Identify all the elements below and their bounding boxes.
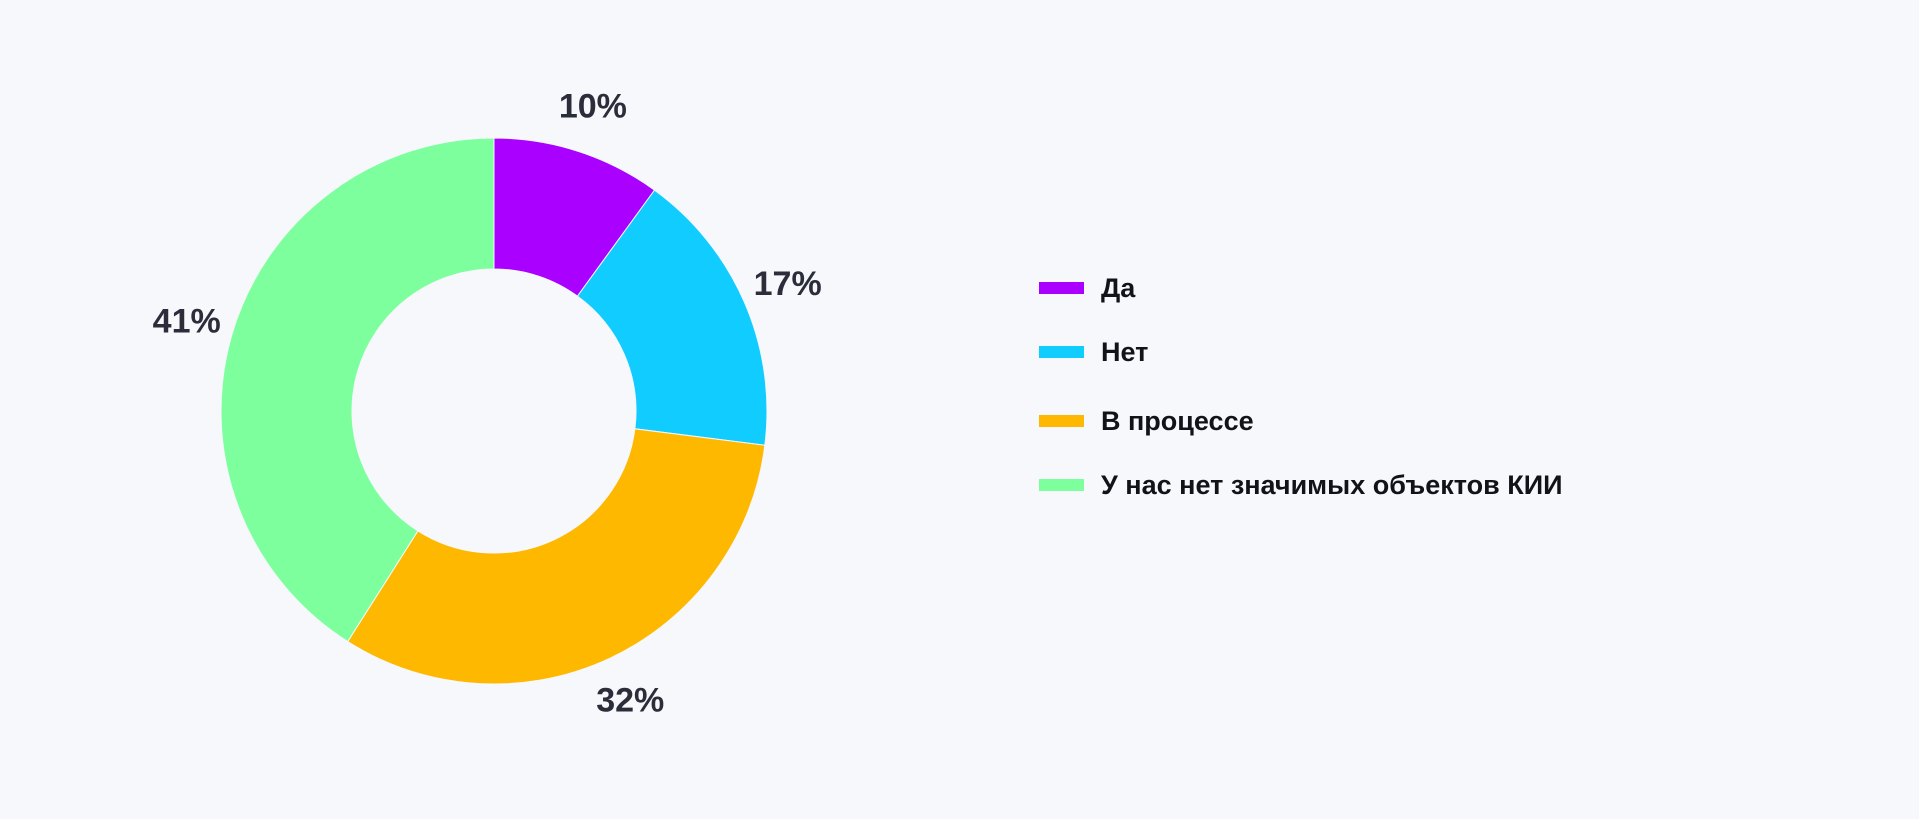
donut-slice-net <box>576 189 768 446</box>
legend-item-net: Нет <box>1039 332 1148 372</box>
donut-value-labels: 10% 17% 32% 41% <box>153 88 822 720</box>
donut-slice-v-processe <box>347 428 766 685</box>
legend-swatch-da <box>1039 282 1084 294</box>
legend-label-no-kii: У нас нет значимых объектов КИИ <box>1101 469 1563 500</box>
legend-item-v-processe: В процессе <box>1039 401 1254 441</box>
donut-slices <box>220 137 768 685</box>
legend-label-net: Нет <box>1101 336 1149 367</box>
legend-label-da: Да <box>1101 272 1136 303</box>
legend-item-no-kii: У нас нет значимых объектов КИИ <box>1039 465 1563 505</box>
legend-label-v-processe: В процессе <box>1101 405 1254 436</box>
legend-item-da: Да <box>1039 268 1135 308</box>
value-label-net: 17% <box>754 265 822 303</box>
legend-swatch-v-processe <box>1039 415 1084 427</box>
legend-swatch-net <box>1039 346 1084 358</box>
value-label-no-kii: 41% <box>153 303 221 341</box>
legend-swatch-no-kii <box>1039 479 1084 491</box>
value-label-v-processe: 32% <box>596 682 664 720</box>
donut-slice-no-kii <box>220 137 495 643</box>
value-label-da: 10% <box>559 88 627 126</box>
